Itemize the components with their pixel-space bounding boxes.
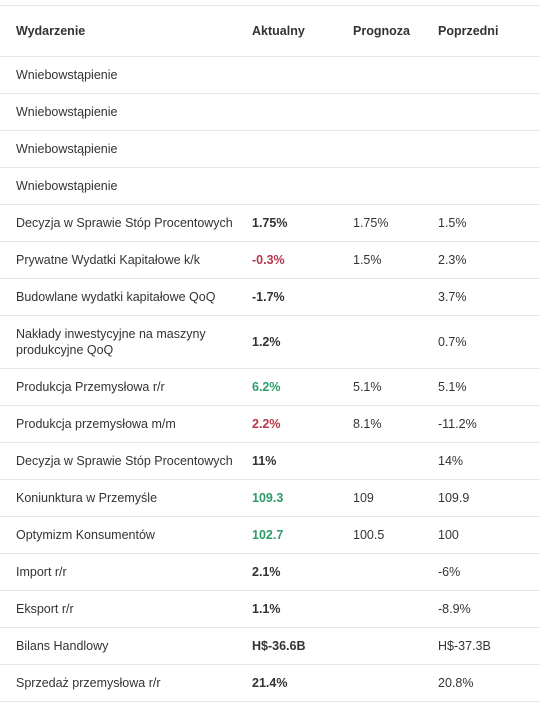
previous-value: -6% xyxy=(438,553,540,591)
previous-value: -8.9% xyxy=(438,590,540,628)
forecast-value xyxy=(353,442,438,480)
event-name: Wniebowstąpienie xyxy=(0,167,252,205)
event-name: Wniebowstąpienie xyxy=(0,56,252,94)
actual-value: 109.3 xyxy=(252,479,353,517)
event-name: Decyzja w Sprawie Stóp Procentowych xyxy=(0,442,252,480)
header-row: Wydarzenie Aktualny Prognoza Poprzedni xyxy=(0,6,540,57)
events-table: Wydarzenie Aktualny Prognoza Poprzedni Wnie… xyxy=(0,6,540,702)
forecast-value xyxy=(353,315,438,369)
event-name: Decyzja w Sprawie Stóp Procentowych xyxy=(0,204,252,242)
actual-value: -0.3% xyxy=(252,241,353,279)
event-name: Produkcja przemysłowa m/m xyxy=(0,405,252,443)
actual-value xyxy=(252,130,353,168)
forecast-value xyxy=(353,553,438,591)
column-header: Wydarzenie xyxy=(0,6,252,57)
forecast-value: 100.5 xyxy=(353,516,438,554)
column-header: Prognoza xyxy=(353,6,438,57)
actual-value: 102.7 xyxy=(252,516,353,554)
forecast-value xyxy=(353,664,438,702)
actual-value: 21.4% xyxy=(252,664,353,702)
event-name: Budowlane wydatki kapitałowe QoQ xyxy=(0,278,252,316)
event-row[interactable]: Produkcja przemysłowa m/m 2.2% 8.1% -11.2% xyxy=(0,405,540,443)
event-name: Koniunktura w Przemyśle xyxy=(0,479,252,517)
event-row[interactable]: Optymizm Konsumentów 102.7 100.5 100 xyxy=(0,516,540,554)
forecast-value xyxy=(353,56,438,94)
previous-value: 109.9 xyxy=(438,479,540,517)
previous-value: 2.3% xyxy=(438,241,540,279)
event-name: Eksport r/r xyxy=(0,590,252,628)
forecast-value: 5.1% xyxy=(353,368,438,406)
actual-value: 2.1% xyxy=(252,553,353,591)
actual-value: -1.7% xyxy=(252,278,353,316)
actual-value: 2.2% xyxy=(252,405,353,443)
forecast-value xyxy=(353,590,438,628)
actual-value xyxy=(252,93,353,131)
forecast-value: 8.1% xyxy=(353,405,438,443)
previous-value: 14% xyxy=(438,442,540,480)
event-row[interactable]: Wniebowstąpienie xyxy=(0,56,540,94)
actual-value: 11% xyxy=(252,442,353,480)
event-row[interactable]: Eksport r/r 1.1% -8.9% xyxy=(0,590,540,628)
event-name: Sprzedaż przemysłowa r/r xyxy=(0,664,252,702)
table-body: Wniebowstąpienie Wniebowstąpienie Wniebows… xyxy=(0,56,540,702)
actual-value xyxy=(252,56,353,94)
actual-value: 1.1% xyxy=(252,590,353,628)
forecast-value xyxy=(353,167,438,205)
previous-value xyxy=(438,56,540,94)
event-name: Nakłady inwestycyjne na maszyny produkcy… xyxy=(0,315,252,369)
event-name: Bilans Handlowy xyxy=(0,627,252,665)
previous-value: 5.1% xyxy=(438,368,540,406)
event-row[interactable]: Bilans Handlowy H$-36.6B H$-37.3B xyxy=(0,627,540,665)
event-row[interactable]: Decyzja w Sprawie Stóp Procentowych 1.75%… xyxy=(0,204,540,242)
previous-value: 20.8% xyxy=(438,664,540,702)
column-header: Poprzedni xyxy=(438,6,540,57)
event-row[interactable]: Wniebowstąpienie xyxy=(0,167,540,205)
actual-value: H$-36.6B xyxy=(252,627,353,665)
forecast-value: 1.75% xyxy=(353,204,438,242)
previous-value: -11.2% xyxy=(438,405,540,443)
forecast-value: 109 xyxy=(353,479,438,517)
event-row[interactable]: Wniebowstąpienie xyxy=(0,130,540,168)
event-row[interactable]: Import r/r 2.1% -6% xyxy=(0,553,540,591)
page: Wydarzenie Aktualny Prognoza Poprzedni Wnie… xyxy=(0,5,540,720)
event-name: Import r/r xyxy=(0,553,252,591)
event-row[interactable]: Produkcja Przemysłowa r/r 6.2% 5.1% 5.1% xyxy=(0,368,540,406)
previous-value xyxy=(438,93,540,131)
actual-value: 1.75% xyxy=(252,204,353,242)
event-row[interactable]: Prywatne Wydatki Kapitałowe k/k -0.3% 1.5%… xyxy=(0,241,540,279)
previous-value: 0.7% xyxy=(438,315,540,369)
previous-value: 3.7% xyxy=(438,278,540,316)
event-name: Wniebowstąpienie xyxy=(0,130,252,168)
previous-value: 100 xyxy=(438,516,540,554)
event-row[interactable]: Decyzja w Sprawie Stóp Procentowych 11% 14… xyxy=(0,442,540,480)
previous-value xyxy=(438,167,540,205)
forecast-value: 1.5% xyxy=(353,241,438,279)
event-row[interactable]: Wniebowstąpienie xyxy=(0,93,540,131)
event-row[interactable]: Nakłady inwestycyjne na maszyny produkcy… xyxy=(0,315,540,369)
actual-value: 6.2% xyxy=(252,368,353,406)
previous-value: H$-37.3B xyxy=(438,627,540,665)
forecast-value xyxy=(353,627,438,665)
event-name: Optymizm Konsumentów xyxy=(0,516,252,554)
forecast-value xyxy=(353,93,438,131)
event-name: Prywatne Wydatki Kapitałowe k/k xyxy=(0,241,252,279)
event-row[interactable]: Koniunktura w Przemyśle 109.3 109 109.9 xyxy=(0,479,540,517)
actual-value: 1.2% xyxy=(252,315,353,369)
column-header: Aktualny xyxy=(252,6,353,57)
calendar-panel: Wydarzenie Aktualny Prognoza Poprzedni Wnie… xyxy=(0,5,540,720)
forecast-value xyxy=(353,130,438,168)
actual-value xyxy=(252,167,353,205)
event-row[interactable]: Sprzedaż przemysłowa r/r 21.4% 20.8% xyxy=(0,664,540,702)
event-row[interactable]: Budowlane wydatki kapitałowe QoQ -1.7% 3.7… xyxy=(0,278,540,316)
previous-value xyxy=(438,130,540,168)
previous-value: 1.5% xyxy=(438,204,540,242)
event-name: Produkcja Przemysłowa r/r xyxy=(0,368,252,406)
event-name: Wniebowstąpienie xyxy=(0,93,252,131)
forecast-value xyxy=(353,278,438,316)
